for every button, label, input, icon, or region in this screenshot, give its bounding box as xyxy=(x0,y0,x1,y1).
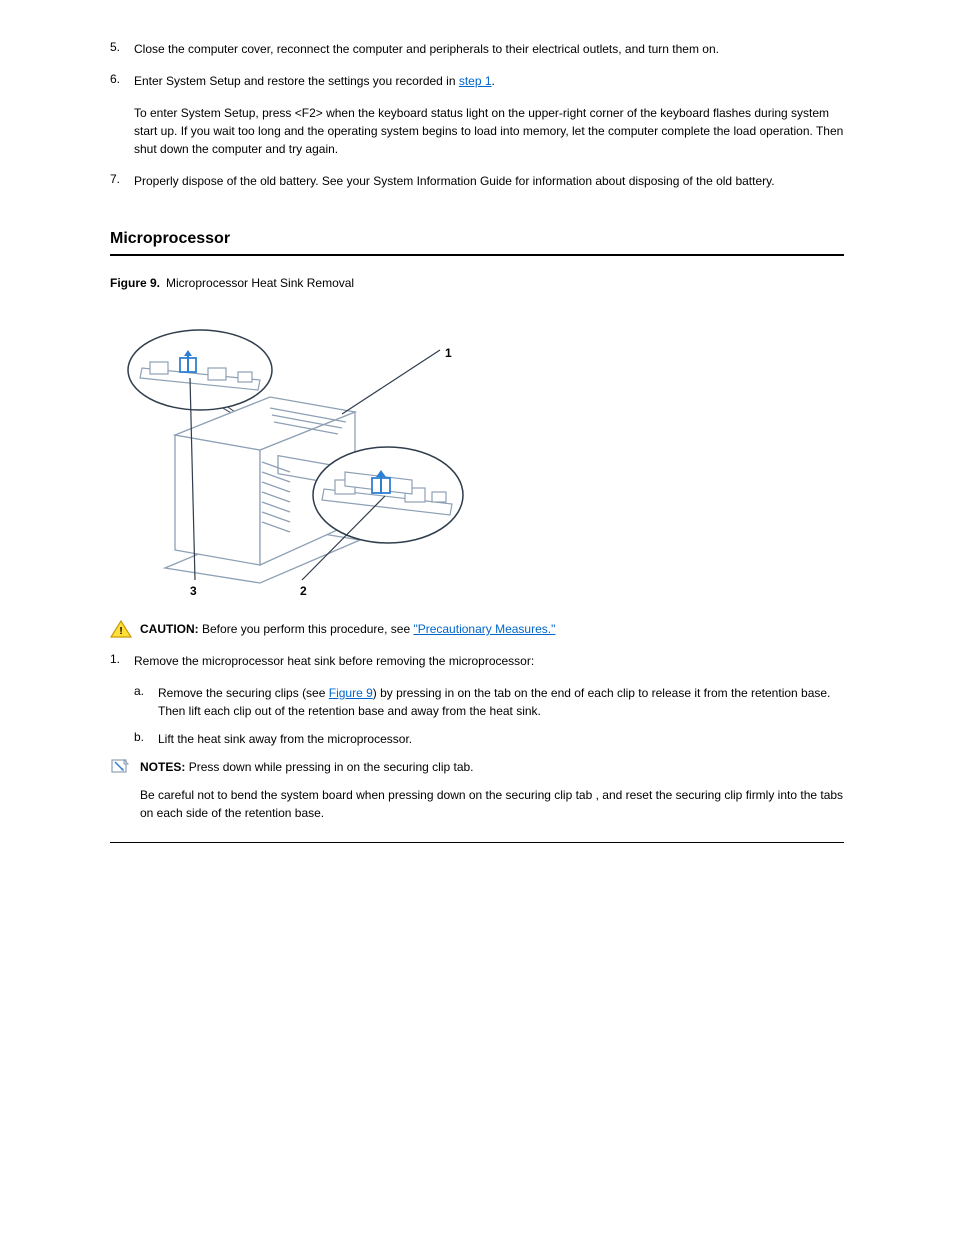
figure-caption: Microprocessor Heat Sink Removal xyxy=(166,276,354,290)
step-text: To enter System Setup, press <F2> when t… xyxy=(134,104,844,158)
step-item: a. Remove the securing clips (see Figure… xyxy=(134,684,844,720)
bottom-rule xyxy=(110,842,844,843)
callout-1: 1 xyxy=(445,346,452,360)
figure9-link[interactable]: Figure 9 xyxy=(329,686,373,700)
figure-diagram: 1 2 3 xyxy=(110,300,490,610)
note-line: Be careful not to bend the system board … xyxy=(140,786,844,822)
callout-3: 3 xyxy=(190,584,197,598)
step-item: To enter System Setup, press <F2> when t… xyxy=(110,104,844,158)
step-text: Properly dispose of the old battery. See… xyxy=(134,172,844,190)
step-number: a. xyxy=(134,684,158,720)
caution-icon: ! xyxy=(110,620,132,643)
step-text: Remove the securing clips (see Figure 9)… xyxy=(158,684,844,720)
sub-step-list: a. Remove the securing clips (see Figure… xyxy=(134,684,844,748)
step-number: b. xyxy=(134,730,158,748)
caution-block: ! CAUTION: Before you perform this proce… xyxy=(110,620,844,638)
note-block: NOTES: Press down while pressing in on t… xyxy=(110,758,844,822)
figure-label: Figure 9. xyxy=(110,276,160,290)
step-number xyxy=(110,104,134,158)
svg-text:!: ! xyxy=(119,626,122,637)
note-icon xyxy=(110,758,130,781)
step-number: 6. xyxy=(110,72,134,90)
step-text: Close the computer cover, reconnect the … xyxy=(134,40,844,58)
note-label: NOTES: xyxy=(140,760,185,774)
step-item: 1. Remove the microprocessor heat sink b… xyxy=(110,652,844,670)
step-number: 7. xyxy=(110,172,134,190)
step-item: 6. Enter System Setup and restore the se… xyxy=(110,72,844,90)
step-text: Remove the microprocessor heat sink befo… xyxy=(134,652,844,670)
section-rule xyxy=(110,254,844,256)
precaution-link[interactable]: "Precautionary Measures." xyxy=(413,622,555,636)
caution-label: CAUTION: xyxy=(140,622,199,636)
step-item: b. Lift the heat sink away from the micr… xyxy=(134,730,844,748)
step-item: 7. Properly dispose of the old battery. … xyxy=(110,172,844,190)
step-text: Enter System Setup and restore the setti… xyxy=(134,72,844,90)
step-text: Lift the heat sink away from the micropr… xyxy=(158,730,844,748)
section-title: Microprocessor xyxy=(110,230,844,248)
main-step-list: 1. Remove the microprocessor heat sink b… xyxy=(110,652,844,822)
callout-2: 2 xyxy=(300,584,307,598)
figure-header: Figure 9. Microprocessor Heat Sink Remov… xyxy=(110,276,844,290)
step-item: 5. Close the computer cover, reconnect t… xyxy=(110,40,844,58)
step1-link[interactable]: step 1 xyxy=(459,74,492,88)
intro-step-list: 5. Close the computer cover, reconnect t… xyxy=(110,40,844,190)
step-number: 5. xyxy=(110,40,134,58)
step-number: 1. xyxy=(110,652,134,670)
note-line: Press down while pressing in on the secu… xyxy=(189,760,474,774)
